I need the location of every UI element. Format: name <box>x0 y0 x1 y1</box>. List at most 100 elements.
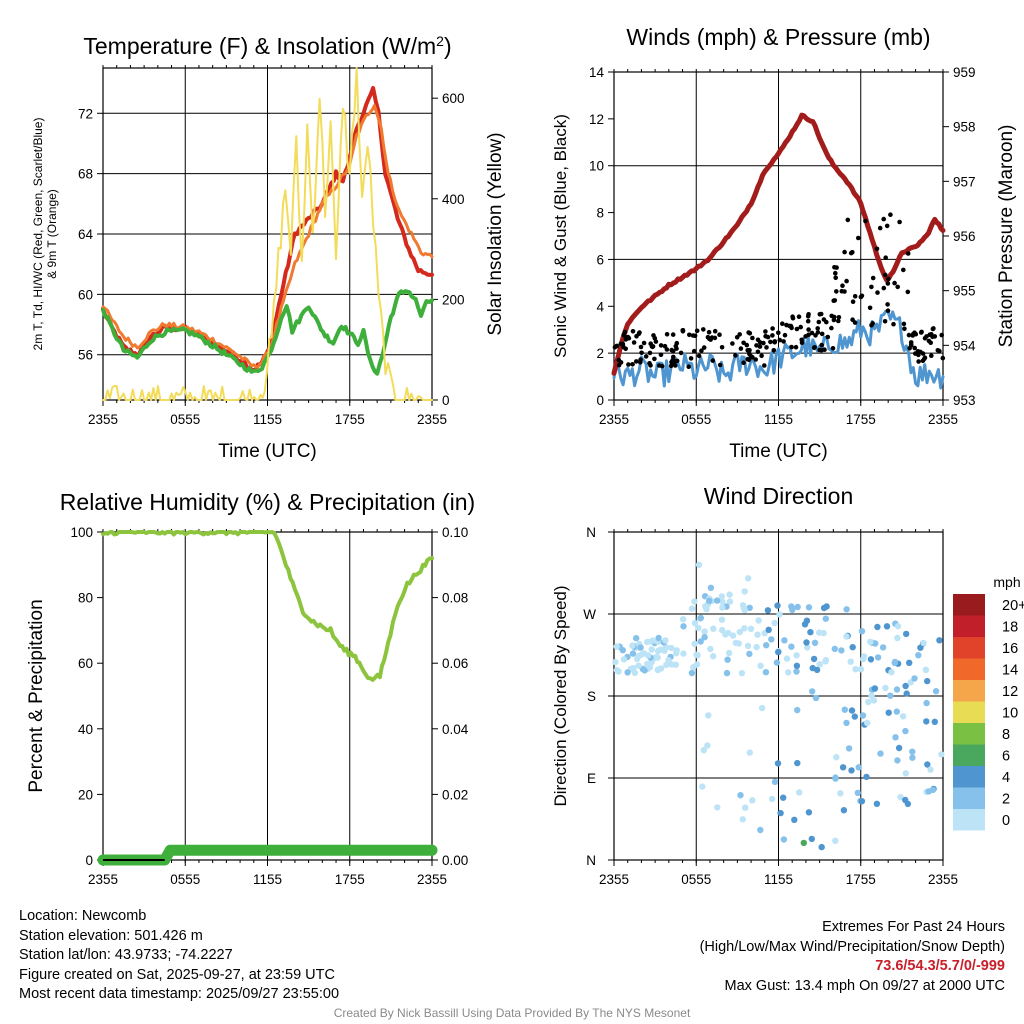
gust-dot <box>884 223 890 229</box>
direction-dot <box>613 643 620 650</box>
max-gust: Max Gust: 13.4 mph On 09/27 at 2000 UTC <box>724 977 1005 994</box>
gust-dot <box>670 348 676 354</box>
gust-dot <box>781 339 786 344</box>
gust-dot <box>799 340 805 346</box>
gust-dot <box>782 332 788 338</box>
direction-dot <box>840 807 848 814</box>
direction-dot <box>863 773 870 781</box>
direction-dot <box>701 634 708 641</box>
gust-dot <box>658 343 664 348</box>
direction-dot <box>668 644 675 652</box>
extremes-title: Extremes For Past 24 Hours <box>822 919 1005 935</box>
gust-dot <box>901 267 906 273</box>
gust-dot <box>759 353 764 359</box>
gust-dot <box>834 265 839 270</box>
gust-dot <box>780 321 785 327</box>
direction-dot <box>780 836 788 843</box>
x-tick-label: 2355 <box>88 872 118 887</box>
left-y-axis: 0 20 40 60 80 100 <box>70 525 103 868</box>
gust-dot <box>881 285 887 291</box>
direction-dot <box>796 789 803 796</box>
gust-dot <box>819 331 825 337</box>
direction-dot <box>695 561 703 568</box>
direction-dot <box>899 713 907 720</box>
gust-dot <box>696 353 702 359</box>
chart-title: Temperature (F) & Insolation (W/m2) <box>83 33 451 59</box>
gust-dot <box>806 332 811 338</box>
direction-dot <box>723 669 731 677</box>
direction-dot <box>737 792 744 799</box>
gust-dot <box>932 334 938 339</box>
colorbar-swatch <box>953 615 985 637</box>
gust-dot <box>612 344 618 350</box>
direction-dot <box>700 747 707 754</box>
gust-dot <box>895 284 900 290</box>
direction-dot <box>762 669 770 676</box>
left-y-axis: 0 2 4 6 8 10 12 14 <box>589 65 614 408</box>
y-tick-label: 80 <box>78 591 93 606</box>
y-tick-label: 40 <box>78 722 93 737</box>
direction-dot <box>690 664 697 671</box>
y-tick-label: 200 <box>442 292 465 307</box>
gust-dot <box>652 356 657 362</box>
direction-dot <box>745 575 752 582</box>
gust-dot <box>631 340 637 345</box>
station-latlon: Station lat/lon: 43.9733; -74.2227 <box>19 947 233 964</box>
gust-dot <box>840 283 845 289</box>
gust-dot <box>641 340 647 346</box>
direction-dot <box>725 649 733 657</box>
x-tick-label: 2355 <box>417 872 447 887</box>
gust-dot <box>817 312 823 317</box>
y-tick-label: 955 <box>953 284 976 299</box>
colorbar-title: mph <box>993 574 1020 590</box>
gust-dot <box>694 328 700 334</box>
direction-dot <box>891 658 899 666</box>
gust-dot <box>745 356 750 362</box>
direction-dot <box>763 642 770 649</box>
direction-dot <box>879 644 887 651</box>
direction-dot <box>739 816 746 823</box>
direction-dot <box>741 588 748 595</box>
direction-dot <box>805 604 813 611</box>
gust-dot <box>885 302 890 307</box>
gust-dot <box>616 362 622 368</box>
x-tick-label: 2355 <box>928 872 958 887</box>
colorbar-swatch <box>953 744 985 766</box>
gust-dot <box>842 249 847 255</box>
left-y-axis-label: Percent & Precipitation <box>26 599 47 792</box>
direction-dot <box>838 647 845 654</box>
x-tick-label: 1755 <box>335 412 365 427</box>
gust-dot <box>886 276 891 282</box>
direction-dot <box>718 626 726 634</box>
direction-dot <box>849 644 856 651</box>
direction-dot <box>672 661 679 668</box>
gust-dot <box>747 347 752 353</box>
gust-dot <box>709 335 715 340</box>
direction-dot <box>848 767 855 774</box>
direction-dot <box>635 662 642 669</box>
colorbar-label: 2 <box>1002 791 1010 807</box>
colorbar-swatch <box>953 723 985 745</box>
direction-dot <box>857 666 865 673</box>
direction-dot <box>644 638 651 646</box>
gust-dot <box>648 341 653 347</box>
direction-dot <box>858 628 866 635</box>
direction-dot <box>629 650 637 657</box>
direction-dot <box>793 662 801 669</box>
gust-dot <box>787 323 792 329</box>
direction-dot <box>894 634 901 642</box>
y-tick-label: 0 <box>85 853 93 868</box>
extremes-subtitle: (High/Low/Max Wind/Precipitation/Snow De… <box>699 938 1005 955</box>
gust-dot <box>634 334 639 339</box>
direction-dot <box>657 646 664 653</box>
direction-dot <box>851 713 858 720</box>
direction-dot <box>697 638 704 645</box>
station-info: Location: Newcomb Station elevation: 501… <box>19 907 339 1005</box>
direction-dot <box>693 651 700 658</box>
direction-dot <box>903 690 910 697</box>
direction-dot <box>771 619 778 627</box>
direction-dot <box>803 617 811 624</box>
gust-dot <box>869 323 874 328</box>
gust-dot <box>630 362 635 367</box>
direction-dot <box>707 584 715 591</box>
